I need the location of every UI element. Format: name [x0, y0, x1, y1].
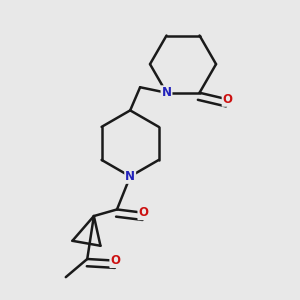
Text: O: O: [138, 206, 148, 219]
Text: O: O: [223, 93, 232, 106]
Text: N: N: [125, 170, 135, 183]
Text: O: O: [110, 254, 120, 267]
Text: N: N: [161, 86, 172, 99]
